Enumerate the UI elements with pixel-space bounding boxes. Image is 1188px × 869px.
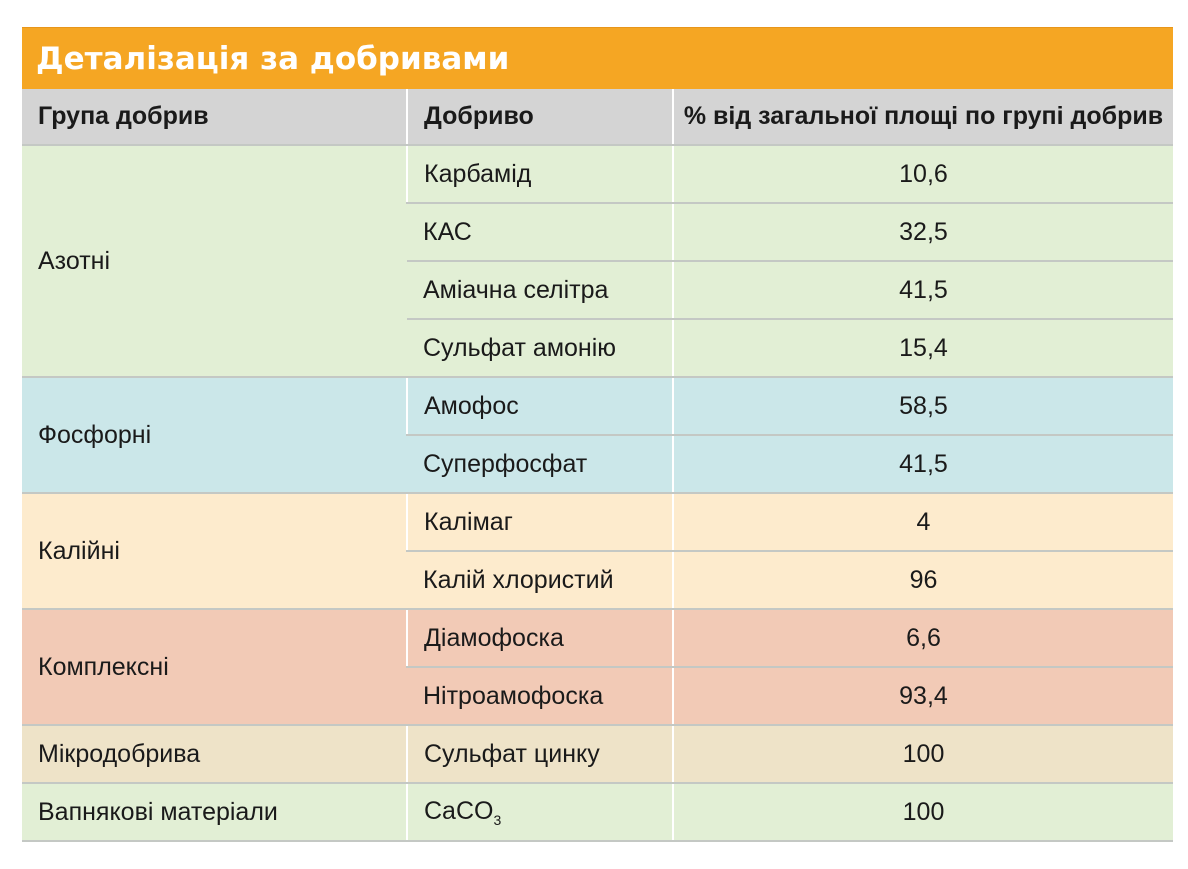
percent-cell: 15,4 — [672, 319, 1173, 378]
percent-cell: 93,4 — [672, 667, 1173, 726]
chemical-formula: CaCO — [424, 796, 494, 825]
table-row: Фосфорні Амофос 58,5 — [22, 377, 1173, 494]
table-row: Сульфат амонію 15,4 — [22, 319, 1173, 378]
percent-cell: 100 — [672, 783, 1173, 842]
group-cell: Калійні — [22, 493, 407, 610]
chemical-formula-subscript: 3 — [493, 811, 502, 828]
table-row: Комплексні Діамофоска 6,6 — [22, 609, 1173, 726]
percent-cell: 41,5 — [672, 435, 1173, 494]
fertilizer-cell: Карбамід — [406, 145, 673, 204]
group-cell: Фосфорні — [22, 377, 407, 494]
fertilizer-cell: Сульфат цинку — [406, 725, 673, 784]
fertilizer-cell: КАС — [407, 203, 673, 262]
percent-cell: 41,5 — [672, 261, 1173, 320]
group-cell: Вапнякові матеріали — [22, 783, 407, 842]
table-row: Мікродобрива Сульфат цинку 100 — [22, 725, 1173, 784]
fertilizer-cell: Нітроамофоска — [407, 667, 673, 726]
fertilizer-table-card: Деталізація за добривами Група добрив До… — [22, 27, 1173, 842]
group-cell: Азотні — [22, 145, 407, 378]
table-row: Аміачна селітра 41,5 — [22, 261, 1173, 320]
fertilizer-cell: Калій хлористий — [407, 551, 673, 610]
table-title: Деталізація за добривами — [22, 27, 1173, 89]
fertilizer-cell: Діамофоска — [406, 609, 673, 668]
group-cell: Комплексні — [22, 609, 407, 726]
fertilizer-cell: CaCO3 — [406, 783, 673, 842]
percent-cell: 100 — [672, 725, 1173, 784]
fertilizer-table: Група добрив Добриво % від загальної пло… — [22, 89, 1173, 842]
header-fertilizer: Добриво — [406, 89, 673, 146]
percent-cell: 32,5 — [672, 203, 1173, 262]
header-row: Група добрив Добриво % від загальної пло… — [22, 89, 1173, 146]
header-group: Група добрив — [22, 89, 407, 146]
percent-cell: 6,6 — [672, 609, 1173, 668]
fertilizer-cell: Амофос — [406, 377, 673, 436]
table-row: Калійні Калімаг 4 — [22, 493, 1173, 610]
table-row: Нітроамофоска 93,4 — [22, 667, 1173, 726]
fertilizer-cell: Сульфат амонію — [407, 319, 673, 378]
percent-cell: 58,5 — [672, 377, 1173, 436]
table-row: Вапнякові матеріали CaCO3 100 — [22, 783, 1173, 842]
table-row: Суперфосфат 41,5 — [22, 435, 1173, 494]
table-row: Калій хлористий 96 — [22, 551, 1173, 610]
percent-cell: 96 — [672, 551, 1173, 610]
fertilizer-cell: Аміачна селітра — [407, 261, 673, 320]
percent-cell: 4 — [672, 493, 1173, 552]
header-percent: % від загальної площі по групі добрив — [672, 89, 1173, 146]
percent-cell: 10,6 — [672, 145, 1173, 204]
fertilizer-cell: Суперфосфат — [407, 435, 673, 494]
table-row: Азотні Карбамід 10,6 — [22, 145, 1173, 378]
table-row: КАС 32,5 — [22, 203, 1173, 262]
fertilizer-cell: Калімаг — [406, 493, 673, 552]
group-cell: Мікродобрива — [22, 725, 407, 784]
